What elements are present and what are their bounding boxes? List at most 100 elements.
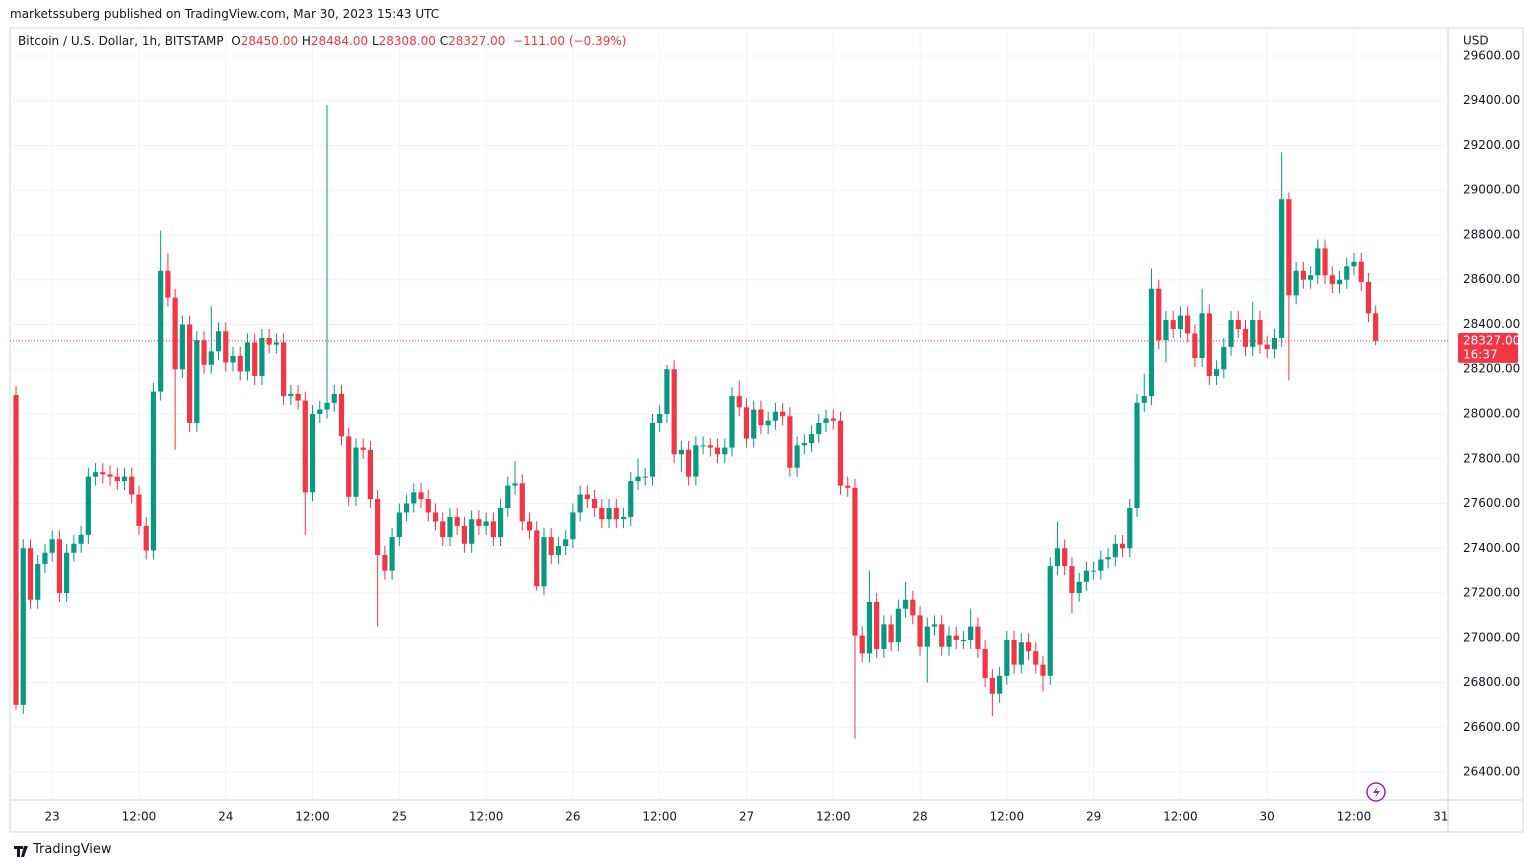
candle-body [628, 481, 634, 517]
candle-body [1018, 642, 1024, 665]
y-tick-label: 28000.00 [1463, 407, 1520, 421]
candle-body [852, 487, 858, 636]
candle-body [440, 521, 446, 538]
candle-body [953, 635, 959, 641]
candle-body [765, 420, 771, 426]
x-tick-label: 23 [45, 810, 60, 824]
symbol-title: Bitcoin / U.S. Dollar, 1h, BITSTAMP [18, 34, 224, 48]
candle-body [577, 494, 583, 513]
logo: TradingView [33, 842, 112, 857]
candle-body [56, 539, 63, 594]
y-tick-label: 27600.00 [1463, 496, 1520, 510]
candle-body [1025, 642, 1032, 652]
candle-body [722, 447, 728, 455]
candle-body [302, 400, 308, 493]
candle-body [592, 499, 598, 508]
x-tick-label: 12:00 [642, 810, 677, 824]
candle-body [693, 445, 699, 477]
candle-body [186, 324, 193, 423]
y-tick-label: 27000.00 [1463, 630, 1520, 644]
candle-body [982, 648, 988, 679]
candle-body [1163, 320, 1169, 341]
candle-body [808, 434, 815, 444]
candle-body [1011, 640, 1017, 665]
x-tick-label: 24 [218, 810, 233, 824]
candle-body [801, 443, 807, 446]
alert-icon-bolt [1373, 786, 1380, 798]
y-tick-label: 26600.00 [1463, 720, 1520, 734]
candle-body [107, 474, 113, 477]
candle-body [599, 507, 605, 520]
candle-body [1177, 315, 1184, 329]
alert-icon[interactable] [1366, 782, 1386, 802]
candle-body [837, 420, 844, 486]
candle-body [664, 369, 670, 414]
candle-body [1322, 248, 1328, 276]
candle-body [714, 447, 721, 455]
candle-body [555, 546, 562, 555]
candle-body [1235, 320, 1241, 329]
candle-body [469, 519, 475, 544]
y-tick-label: 29200.00 [1463, 138, 1520, 152]
candle-body [845, 485, 851, 488]
x-tick-label: 31 [1433, 810, 1448, 824]
candle-body [396, 512, 402, 538]
candle-body [902, 599, 909, 609]
candle-body [100, 472, 106, 475]
candle-body [772, 411, 779, 421]
x-tick-label: 26 [565, 810, 580, 824]
candle-body [606, 507, 612, 520]
candle-body [968, 626, 974, 641]
candle-body [1329, 275, 1335, 285]
candle-body [563, 539, 569, 547]
candle-body [403, 503, 410, 513]
candle-body [1098, 559, 1104, 571]
x-tick-label: 12:00 [1337, 810, 1372, 824]
candle-body [700, 445, 706, 447]
candle-body [534, 530, 540, 587]
candle-body [823, 418, 829, 423]
candle-body [1156, 288, 1162, 341]
candle-body [910, 599, 916, 616]
candle-body [548, 537, 554, 555]
candle-body [1170, 320, 1176, 329]
y-tick-label: 28200.00 [1463, 362, 1520, 376]
candle-body [497, 507, 504, 538]
candle-body [1271, 337, 1278, 350]
candle-body [223, 331, 229, 363]
candle-body [917, 615, 923, 647]
candle-body [49, 539, 55, 553]
change: −111.00 (−0.39%) [513, 34, 627, 48]
candle-body [1047, 566, 1053, 676]
candle-body [881, 624, 887, 649]
candle-body [1119, 543, 1126, 549]
candle-body [194, 340, 200, 423]
candle-body [1127, 507, 1133, 549]
candle-body [331, 393, 337, 403]
l-label: L [371, 34, 379, 48]
candle-body [743, 407, 750, 439]
candle-body [642, 476, 648, 478]
candle-body [1336, 279, 1343, 285]
candle-body [620, 516, 627, 520]
chart-frame [9, 27, 1524, 833]
candle-body [512, 483, 518, 486]
candle-body [114, 476, 120, 482]
candle-body [237, 355, 243, 372]
candle-body [411, 492, 417, 504]
candle-body [1242, 328, 1249, 347]
candle-body [787, 416, 793, 468]
x-tick-label: 12:00 [295, 810, 330, 824]
candle-body [1083, 570, 1089, 582]
candle-body [143, 525, 149, 551]
candle-body [1105, 557, 1111, 560]
candle-body [346, 436, 352, 497]
candle-body [64, 552, 70, 594]
candle-body [324, 402, 330, 410]
candle-body [259, 337, 265, 376]
c-label: C [439, 34, 449, 48]
candle-body [367, 449, 374, 500]
h-label: H [301, 34, 311, 48]
candle-body [309, 414, 316, 493]
